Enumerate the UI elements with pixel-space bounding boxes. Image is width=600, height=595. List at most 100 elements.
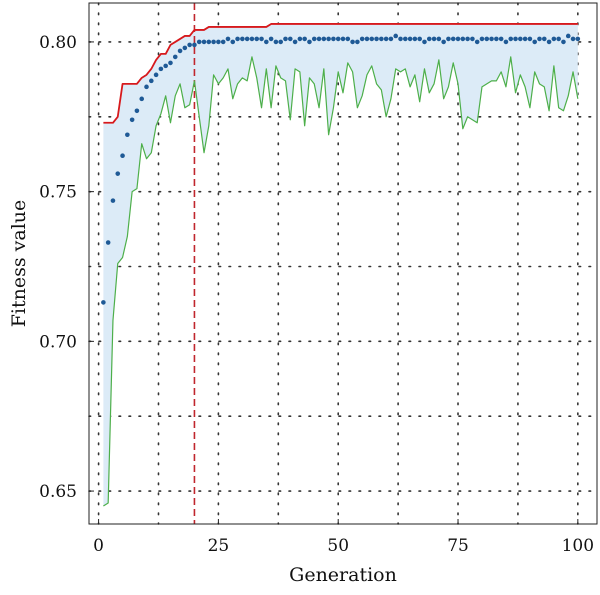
series-line [103,56,579,507]
x-tick-label: 100 [562,536,594,556]
data-point [383,36,389,42]
data-point [407,36,413,42]
data-point [192,42,197,48]
y-tick-label: 0.75 [39,183,77,203]
x-tick-label: 75 [447,536,469,556]
data-point [187,42,192,48]
data-point [105,240,111,245]
data-point [450,36,456,42]
band-fill [103,23,578,507]
data-point [264,39,269,45]
data-point [527,36,533,42]
y-tick-label: 0.80 [39,33,77,53]
data-point [110,198,116,203]
data-point [422,39,427,45]
data-point [508,36,514,42]
x-tick-label: 50 [327,536,349,556]
data-point [206,39,212,45]
plot-frame [88,2,598,525]
data-point [340,36,346,42]
data-point [345,36,351,42]
data-point [283,36,288,42]
y-axis-title: Fitness value [8,200,30,328]
data-point [120,153,125,159]
data-point [551,36,557,42]
data-point [513,36,518,42]
data-point [278,39,284,45]
data-point [388,36,394,42]
data-point [417,36,422,42]
data-point [403,36,408,42]
data-point [393,33,399,39]
data-point [570,36,576,42]
y-tick-label: 0.65 [39,482,77,502]
data-point [134,108,140,114]
data-point [259,36,264,42]
data-point [297,36,303,42]
data-point [196,39,202,45]
data-point [556,36,561,42]
data-point [474,39,480,45]
data-point [426,36,432,42]
data-point [522,36,528,42]
data-point [369,36,375,42]
data-point [561,39,566,45]
series-group [101,23,581,507]
data-point [537,36,542,42]
data-point [254,36,260,42]
data-point [479,36,485,42]
data-point [311,36,317,42]
series-mean-dots [101,33,581,305]
data-point [168,60,173,66]
data-point [398,36,403,42]
data-point [316,36,322,42]
data-point [518,36,523,42]
data-point [335,36,341,42]
series-line [103,23,578,124]
data-point [503,39,509,45]
data-point [125,132,130,138]
data-point [177,48,183,54]
data-point [153,72,159,78]
data-point [201,39,207,45]
data-point [379,36,384,42]
data-point [273,39,279,45]
data-point [565,33,571,39]
data-point [287,36,293,42]
data-point [465,36,470,42]
data-point [494,36,499,42]
data-point [268,36,274,42]
data-point [546,39,552,45]
data-point [484,36,490,42]
data-point [359,36,365,42]
data-point [326,36,331,42]
y-tick-label: 0.70 [39,332,77,352]
data-point [350,39,355,45]
data-point [431,36,437,42]
data-point [541,36,547,42]
data-point [364,36,370,42]
data-point [355,39,360,45]
data-point [307,39,312,45]
data-point [374,36,379,42]
data-point [441,39,446,45]
data-point [115,171,121,176]
data-point [292,39,298,45]
grid [88,2,598,525]
data-point [446,36,451,42]
x-tick-label: 0 [93,536,104,556]
data-point [331,36,336,42]
data-point [489,36,494,42]
x-tick-label: 25 [208,536,230,556]
data-point [163,63,168,69]
data-point [455,36,461,42]
data-point [244,36,250,42]
data-point [302,36,307,42]
data-point [532,39,537,45]
data-point [225,36,231,42]
data-point [240,36,245,42]
data-point [172,54,178,60]
data-point [101,300,106,305]
